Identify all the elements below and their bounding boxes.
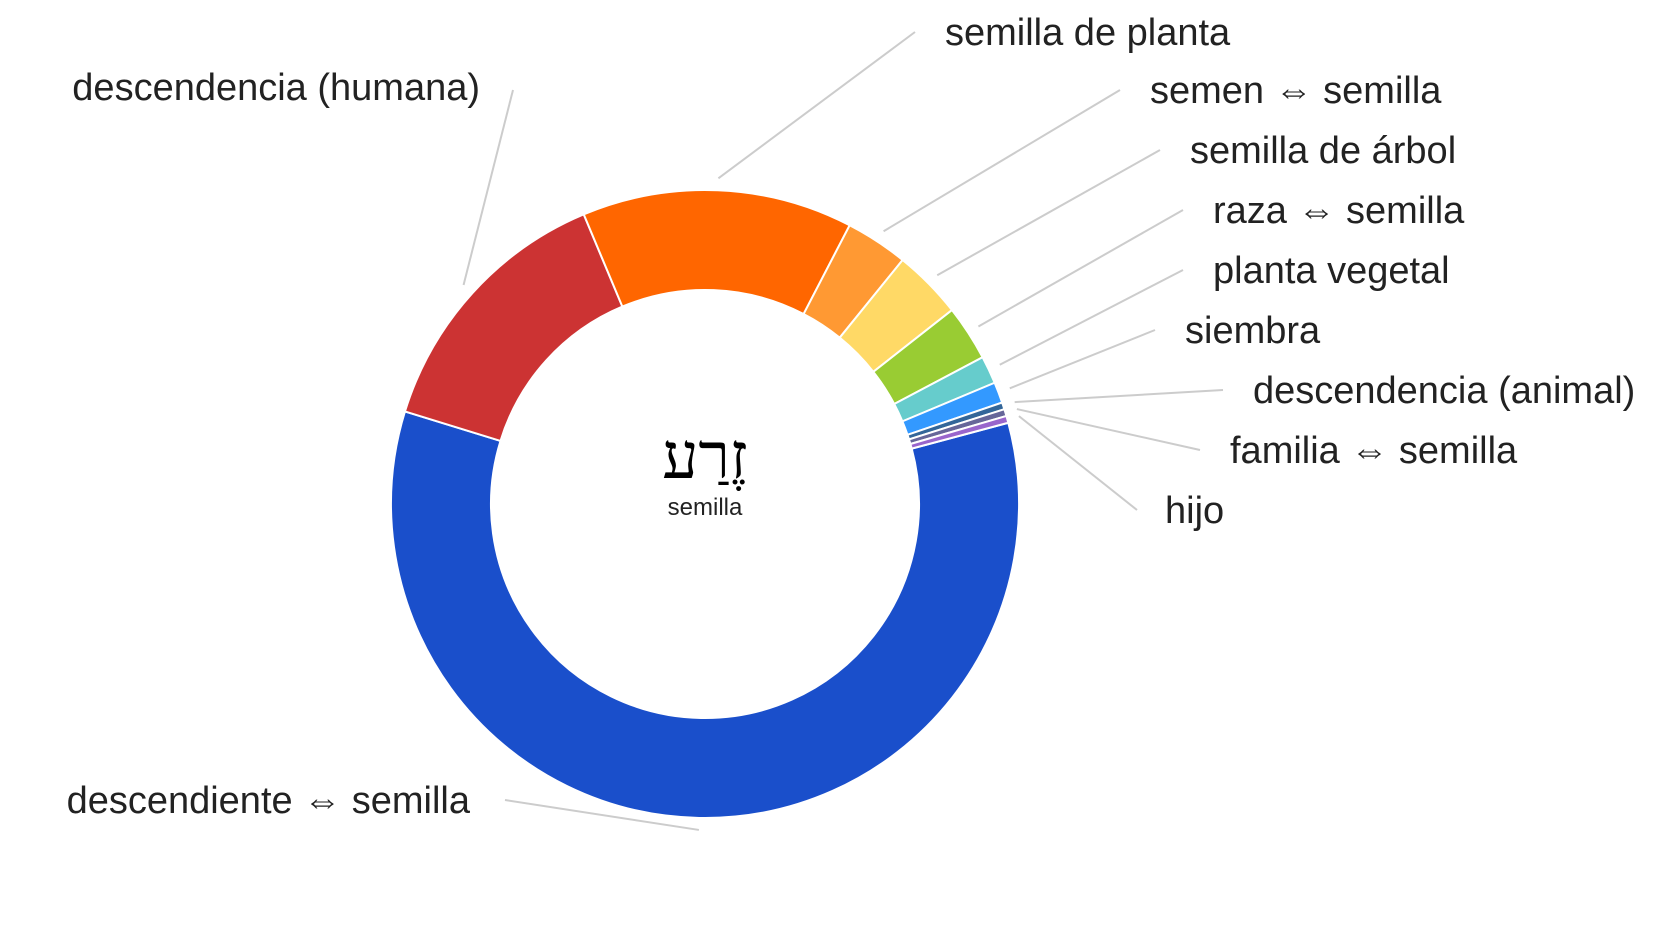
slice-labels: descendiente ⇔ semilla descendencia (huma… bbox=[67, 12, 1636, 822]
slice-label-10: familia ⇔ semilla bbox=[1230, 430, 1518, 472]
center-gloss: semilla bbox=[668, 494, 743, 521]
leader-line-9 bbox=[1014, 389, 1224, 404]
leader-line-3 bbox=[717, 31, 916, 180]
slice-1[interactable] bbox=[390, 410, 1020, 819]
slice-label-1: descendiente ⇔ semilla bbox=[67, 780, 471, 822]
leader-line-10 bbox=[1016, 408, 1201, 451]
slice-label-2: descendencia (humana) bbox=[72, 67, 480, 109]
leader-line-8 bbox=[1009, 329, 1156, 390]
slice-label-9: descendencia (animal) bbox=[1253, 370, 1635, 412]
slice-label-8: siembra bbox=[1185, 310, 1321, 352]
donut-slices bbox=[390, 189, 1020, 819]
slice-label-6: raza ⇔ semilla bbox=[1213, 190, 1465, 232]
leader-line-7 bbox=[999, 269, 1184, 366]
leader-line-11 bbox=[1018, 415, 1138, 511]
leader-line-4 bbox=[883, 89, 1121, 233]
slice-label-3: semilla de planta bbox=[945, 12, 1231, 54]
leader-lines bbox=[462, 31, 1224, 831]
slice-2[interactable] bbox=[403, 213, 624, 443]
slice-label-11: hijo bbox=[1165, 490, 1224, 532]
slice-11[interactable] bbox=[909, 414, 1010, 450]
leader-line-2 bbox=[462, 89, 514, 286]
slice-label-5: semilla de árbol bbox=[1190, 130, 1456, 172]
slice-label-4: semen ⇔ semilla bbox=[1150, 70, 1442, 112]
leader-line-6 bbox=[977, 209, 1184, 328]
leader-line-1 bbox=[504, 799, 700, 831]
slice-3[interactable] bbox=[582, 189, 851, 316]
slice-label-7: planta vegetal bbox=[1213, 250, 1450, 292]
center-hebrew-word: זֶרַע bbox=[662, 420, 748, 494]
leader-line-5 bbox=[936, 149, 1161, 277]
